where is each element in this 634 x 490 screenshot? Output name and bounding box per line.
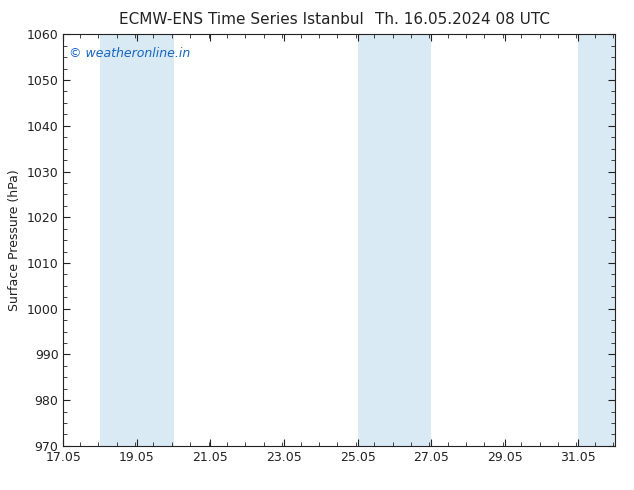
Text: © weatheronline.in: © weatheronline.in [69, 47, 190, 60]
Text: ECMW-ENS Time Series Istanbul: ECMW-ENS Time Series Istanbul [119, 12, 363, 27]
Bar [578, 34, 615, 446]
Text: Th. 16.05.2024 08 UTC: Th. 16.05.2024 08 UTC [375, 12, 550, 27]
Bar [100, 34, 174, 446]
Bar [358, 34, 431, 446]
Y-axis label: Surface Pressure (hPa): Surface Pressure (hPa) [8, 169, 21, 311]
